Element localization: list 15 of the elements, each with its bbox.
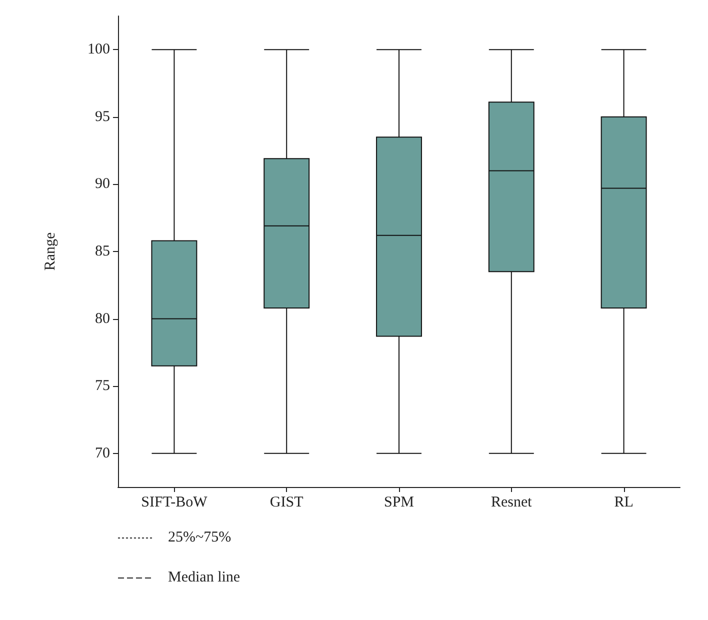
x-tick-label: RL (614, 494, 634, 510)
x-tick-label: Resnet (490, 494, 533, 510)
y-axis-title: Range (42, 232, 58, 271)
y-tick-label: 95 (95, 108, 110, 125)
y-tick-label: 85 (95, 244, 110, 260)
y-tick-label: 80 (95, 310, 110, 327)
x-tick-label: SPM (384, 494, 414, 510)
y-tick-label: 100 (88, 42, 110, 58)
text: Median line (168, 570, 240, 586)
text: 25%~75% (168, 530, 232, 546)
y-tick-label: 90 (95, 176, 110, 192)
y-tick-label: 75 (95, 378, 110, 394)
x-tick-label: SIFT-BoW (141, 494, 208, 510)
x-tick-label: GIST (270, 494, 304, 510)
y-tick-label: 70 (95, 445, 110, 462)
